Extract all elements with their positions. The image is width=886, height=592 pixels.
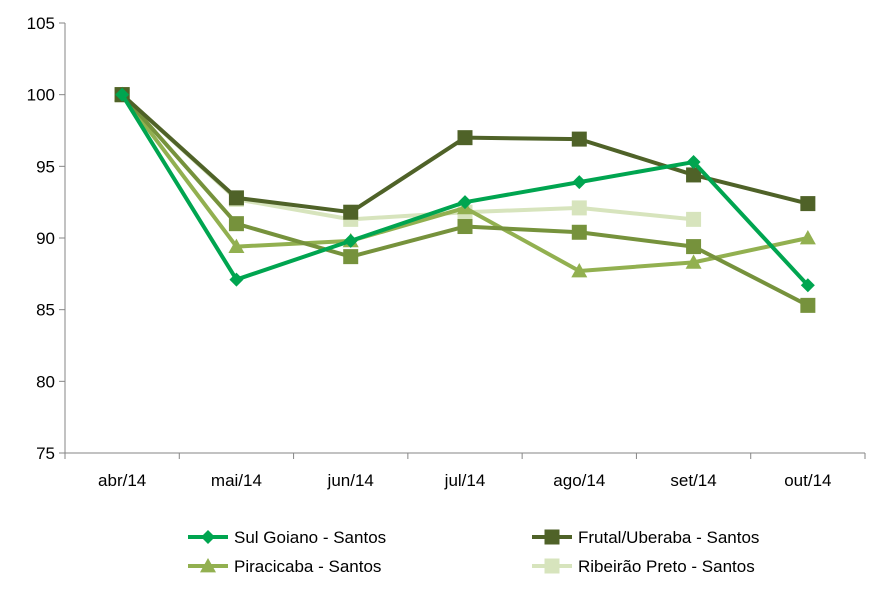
chart-axes [64,23,865,454]
data-point [800,196,816,212]
data-point [571,224,587,240]
legend-swatch-marker [201,530,215,544]
y-tick-label: 90 [36,229,55,248]
y-tick-label: 75 [36,444,55,463]
x-tick-label: mai/14 [211,471,262,490]
y-axis-ticks: 75 80 85 90 95 100 105 [27,14,65,463]
legend-item: Frutal/Uberaba - Santos [532,528,759,547]
series-line [120,93,809,215]
data-point [686,167,702,183]
y-tick-label: 80 [36,372,55,391]
data-point [571,262,588,278]
series-line [120,93,694,222]
data-point [686,211,702,227]
x-tick-label: jul/14 [444,471,486,490]
data-point [115,87,130,102]
legend-label: Frutal/Uberaba - Santos [578,528,759,547]
data-point [572,175,587,190]
data-point [571,131,587,147]
x-tick-label: out/14 [784,471,831,490]
legend-label: Piracicaba - Santos [234,557,381,576]
series-0 [115,87,815,293]
data-point [229,272,244,287]
x-tick-label: abr/14 [98,471,146,490]
x-tick-label: ago/14 [553,471,605,490]
data-point [228,190,244,206]
data-point [228,216,244,232]
y-tick-label: 105 [27,14,55,33]
data-point [228,238,245,253]
legend-item: Ribeirão Preto - Santos [532,557,755,576]
data-point [686,155,701,170]
data-point [343,249,359,265]
legend-label: Ribeirão Preto - Santos [578,557,755,576]
x-axis-ticks: abr/14 mai/14 jun/14 jul/14 ago/14 set/14 out/… [64,453,866,490]
data-point [343,233,358,248]
legend-item: Piracicaba - Santos [188,557,381,576]
y-tick-label: 85 [36,301,55,320]
legend-label: Sul Goiano - Santos [234,528,386,547]
data-point [571,200,587,216]
series-3 [114,87,702,227]
data-point [800,278,815,293]
y-tick-label: 95 [36,157,55,176]
legend-swatch-marker [200,558,216,573]
legend-swatch-marker [544,558,560,574]
series-line [120,93,809,273]
data-point [458,195,472,210]
data-point [457,219,473,235]
data-point [800,297,816,313]
legend: Sul Goiano - Santos Frutal/Uberaba - Sant… [188,528,759,576]
x-tick-label: set/14 [670,471,716,490]
series-layer [114,86,816,313]
y-tick-label: 100 [27,86,55,105]
data-point [457,130,473,146]
legend-item: Sul Goiano - Santos [188,528,386,547]
data-point [799,230,816,245]
data-point [343,204,359,220]
legend-swatch-marker [544,529,560,545]
data-point [686,239,702,255]
data-point [685,254,702,269]
x-tick-label: jun/14 [327,471,374,490]
